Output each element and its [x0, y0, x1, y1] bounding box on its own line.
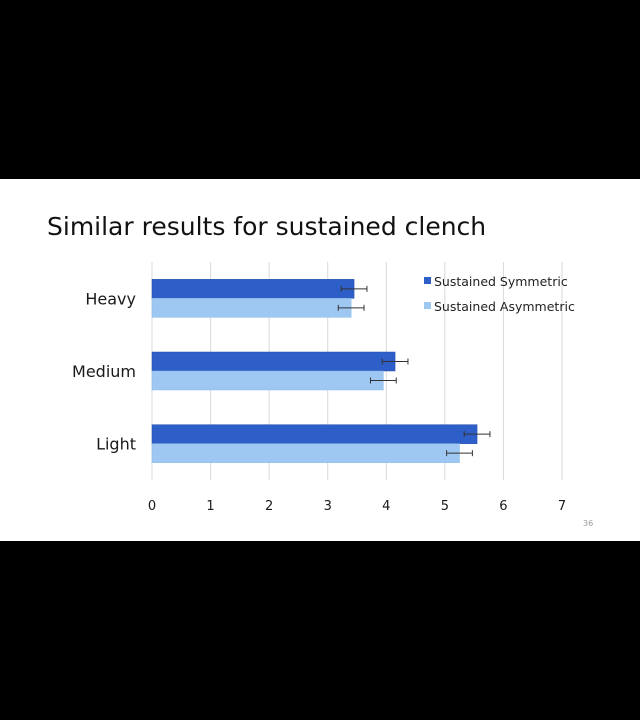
bar [151, 351, 396, 372]
legend: Sustained Symmetric Sustained Asymmetric [424, 274, 575, 314]
x-tick-label: 1 [206, 499, 214, 514]
legend-swatch-asymmetric [424, 302, 431, 309]
bar [151, 279, 355, 299]
x-tick-label: 4 [382, 499, 390, 514]
bar [151, 424, 478, 444]
slide-number: 36 [583, 519, 594, 528]
bars [151, 279, 478, 463]
legend-label-symmetric: Sustained Symmetric [434, 274, 568, 289]
category-labels: Heavy Medium Light [72, 289, 136, 453]
x-tick-label: 2 [265, 499, 273, 514]
error-bars [337, 285, 491, 457]
category-label: Heavy [85, 289, 136, 308]
category-label: Light [96, 435, 136, 454]
bar [151, 298, 352, 318]
slide-title: Similar results for sustained clench [47, 212, 487, 241]
category-label: Medium [72, 362, 136, 381]
bar [151, 370, 384, 391]
letterbox-top [0, 0, 640, 179]
x-tick-labels: 0 1 2 3 4 5 6 7 [148, 499, 566, 514]
x-tick-label: 5 [441, 499, 449, 514]
x-tick-label: 7 [558, 499, 566, 514]
letterbox-bottom [0, 541, 640, 720]
bar [151, 443, 460, 463]
x-tick-label: 6 [499, 499, 507, 514]
legend-label-asymmetric: Sustained Asymmetric [434, 299, 575, 314]
bar-chart: 0 1 2 3 4 5 6 7 Heavy Medium Light Sustained Symm… [72, 262, 575, 514]
x-tick-label: 3 [324, 499, 332, 514]
x-tick-label: 0 [148, 499, 156, 514]
slide: Similar results for sustained clench 0 1 2… [0, 179, 640, 541]
legend-swatch-symmetric [424, 277, 431, 284]
